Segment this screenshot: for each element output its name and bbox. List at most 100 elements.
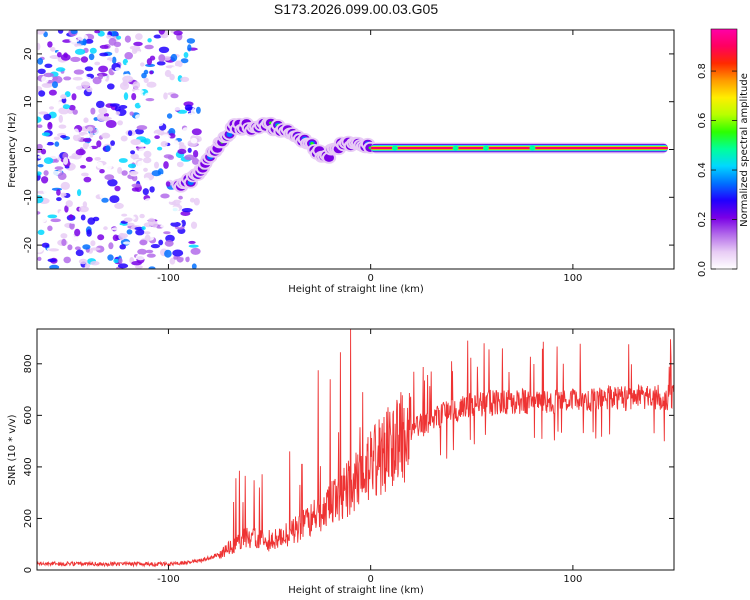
noise-blob [96,140,102,148]
noise-blob [170,206,180,212]
noise-blob [103,226,108,231]
noise-blob [67,234,75,240]
noise-blob [107,254,114,261]
noise-blob [73,128,79,136]
noise-blob [86,190,92,198]
colorbar-tick-label: 0.6 [697,113,708,129]
noise-blob [129,45,141,50]
noise-blob [136,51,142,56]
noise-blob [138,148,148,153]
colorbar-label: Normalized spectral amplitude [739,73,750,227]
noise-blob [130,153,139,160]
noise-blob [134,265,143,269]
noise-blob [51,76,59,81]
noise-blob [96,39,104,47]
noise-blob [94,30,101,34]
noise-blob [126,229,133,235]
noise-blob [90,261,100,266]
noise-blob [114,145,125,151]
noise-blob [58,124,67,129]
noise-blob [146,81,157,88]
noise-blob [151,221,158,228]
noise-blob [160,141,168,147]
noise-blob [37,30,46,35]
colorbar-ticks: 0.0 0.2 0.4 0.6 0.8 [697,63,737,277]
y-tick-label: -10 [23,189,34,205]
noise-blob [99,255,110,261]
noise-blob [132,81,141,89]
noise-blob [78,205,89,213]
noise-blob [41,45,46,53]
noise-blob [191,128,202,136]
noise-blob [117,263,129,269]
noise-blob [49,106,54,110]
noise-blob [127,163,137,169]
noise-blob [135,33,143,40]
noise-blob [44,63,53,68]
y-tick-label: 20 [23,48,34,61]
noise-blob [154,161,159,169]
noise-blob [182,97,191,103]
noise-blob [72,76,83,81]
snr-frame [36,328,675,571]
noise-blob [189,197,195,203]
noise-blob [105,145,111,152]
noise-blob [48,248,60,252]
noise-blob [60,135,67,139]
noise-blob [155,121,164,127]
noise-blob [142,106,150,111]
noise-blob [169,44,181,49]
noise-blob [60,192,67,197]
noise-blob [174,60,183,68]
noise-blob [60,233,68,239]
x-tick-label: 0 [367,574,373,585]
noise-blob [40,148,47,155]
noise-blob [113,149,121,156]
noise-blob [142,188,149,196]
noise-blob [154,45,159,51]
noise-blob [169,73,175,81]
noise-blob [68,214,74,219]
noise-blob [177,116,184,120]
noise-blob [170,221,181,227]
noise-blob [86,86,93,93]
noise-blob [37,42,41,51]
noise-blob [57,52,62,58]
noise-blob [43,185,48,194]
carrier-band [370,146,668,150]
noise-blob [68,155,77,159]
noise-blob [137,160,144,167]
noise-blob [171,105,183,111]
noise-blob [143,115,148,124]
y-tick-label: 0 [23,567,34,573]
noise-blob [41,132,51,137]
noise-blob [184,104,193,111]
noise-blob [60,181,70,190]
noise-blob [122,75,134,83]
noise-blob [104,174,115,181]
noise-blob [145,98,155,102]
noise-blob [139,213,145,219]
noise-blob [94,61,101,66]
noise-blob [99,191,107,200]
noise-blob [107,83,115,90]
noise-blob [130,138,142,146]
noise-blob [191,157,200,165]
noise-blob [155,150,163,155]
noise-blob [143,167,148,172]
noise-blob [158,239,164,246]
noise-blob [131,93,137,101]
noise-blob [154,135,160,140]
noise-blob [150,244,160,249]
noise-blob [169,219,178,223]
noise-blob [180,211,191,216]
noise-blob [83,117,89,123]
noise-blob [77,189,82,197]
noise-blob [100,84,109,90]
noise-blob [176,161,184,168]
noise-blob [181,208,193,213]
noise-blob [144,44,154,50]
noise-blob [179,235,191,243]
noise-blob [153,34,162,39]
noise-blob [37,256,42,261]
